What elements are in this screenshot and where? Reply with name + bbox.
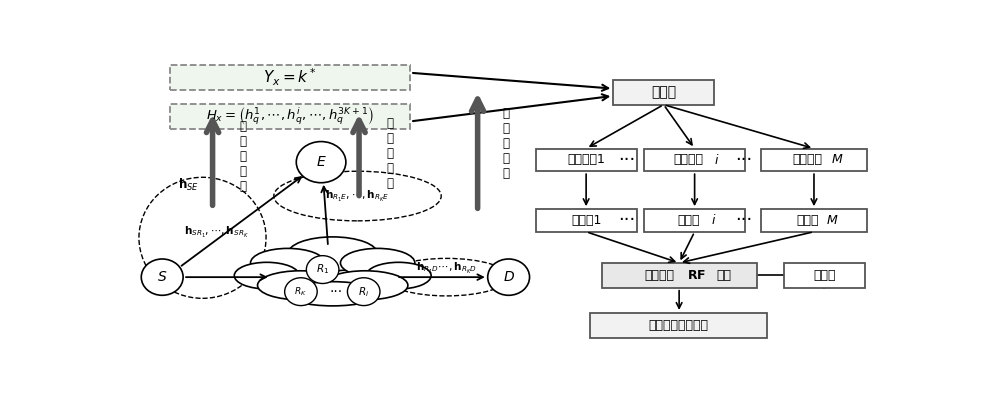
Text: $\mathbf{h}_{R_1E},\cdots,\mathbf{h}_{R_KE}$: $\mathbf{h}_{R_1E},\cdots,\mathbf{h}_{R_… (325, 189, 390, 204)
Text: 决策树: 决策树 (677, 214, 700, 227)
FancyBboxPatch shape (784, 263, 865, 288)
Text: ···: ··· (735, 211, 752, 229)
Text: ···: ··· (619, 151, 636, 169)
Ellipse shape (234, 262, 299, 289)
FancyBboxPatch shape (644, 209, 745, 232)
FancyBboxPatch shape (613, 80, 714, 105)
Ellipse shape (306, 256, 339, 283)
Ellipse shape (285, 278, 317, 306)
Text: $R_1$: $R_1$ (316, 263, 329, 277)
Ellipse shape (258, 271, 343, 300)
Text: $E$: $E$ (316, 155, 326, 169)
Text: $i$: $i$ (714, 153, 719, 167)
Text: $i$: $i$ (711, 213, 716, 228)
Text: $M$: $M$ (826, 214, 839, 227)
Text: 模型: 模型 (717, 269, 732, 282)
Text: $S$: $S$ (157, 270, 167, 284)
Text: 训练子集: 训练子集 (673, 153, 703, 166)
FancyBboxPatch shape (644, 149, 745, 171)
Text: ···: ··· (329, 285, 342, 299)
Ellipse shape (340, 248, 415, 277)
Text: 训练子集1: 训练子集1 (567, 153, 605, 166)
Ellipse shape (288, 237, 378, 271)
Text: $D$: $D$ (503, 270, 515, 284)
Text: $R_K$: $R_K$ (294, 285, 307, 298)
Text: 非
均
匀
量
化: 非 均 匀 量 化 (503, 108, 510, 180)
Text: 非
均
匀
量
化: 非 均 匀 量 化 (239, 120, 246, 193)
Ellipse shape (488, 259, 530, 295)
Text: $R_i$: $R_i$ (358, 285, 369, 299)
Text: $\mathbf{h}_{R_1D}\cdots,\mathbf{h}_{R_KD}$: $\mathbf{h}_{R_1D}\cdots,\mathbf{h}_{R_K… (416, 261, 477, 276)
Text: 训练集: 训练集 (651, 85, 676, 99)
Text: 测试集: 测试集 (813, 269, 836, 282)
Text: ···: ··· (619, 211, 636, 229)
FancyBboxPatch shape (602, 263, 757, 288)
FancyBboxPatch shape (170, 104, 410, 129)
Text: ···: ··· (735, 151, 752, 169)
Text: $H_x = \left(h_q^1,\cdots,h_q^i,\cdots,h_q^{3K+1}\right)$: $H_x = \left(h_q^1,\cdots,h_q^i,\cdots,h… (206, 106, 374, 127)
Ellipse shape (296, 141, 346, 183)
FancyBboxPatch shape (170, 65, 410, 90)
Text: $Y_x = k^*$: $Y_x = k^*$ (263, 67, 317, 88)
FancyBboxPatch shape (536, 209, 637, 232)
Ellipse shape (323, 271, 408, 300)
Text: $\mathbf{h}_{SE}$: $\mathbf{h}_{SE}$ (178, 177, 199, 193)
Text: $\mathbf{RF}$: $\mathbf{RF}$ (687, 269, 706, 282)
Text: 决策树1: 决策树1 (571, 214, 601, 227)
Text: 随机森林: 随机森林 (645, 269, 675, 282)
FancyBboxPatch shape (761, 149, 867, 171)
FancyBboxPatch shape (590, 313, 767, 338)
Text: $\mathbf{h}_{SR_1},\cdots,\mathbf{h}_{SR_K}$: $\mathbf{h}_{SR_1},\cdots,\mathbf{h}_{SR… (184, 225, 249, 240)
Ellipse shape (251, 248, 325, 277)
FancyBboxPatch shape (761, 209, 867, 232)
Text: 非
均
匀
量
化: 非 均 匀 量 化 (387, 117, 394, 189)
Text: $M$: $M$ (831, 153, 843, 166)
Ellipse shape (141, 259, 183, 295)
Text: 预测最优性能中继: 预测最优性能中继 (648, 319, 708, 332)
Text: 训练子集: 训练子集 (793, 153, 823, 166)
Text: 决策树: 决策树 (797, 214, 819, 227)
FancyBboxPatch shape (536, 149, 637, 171)
Ellipse shape (366, 262, 431, 289)
Ellipse shape (347, 278, 380, 306)
Ellipse shape (286, 282, 379, 306)
